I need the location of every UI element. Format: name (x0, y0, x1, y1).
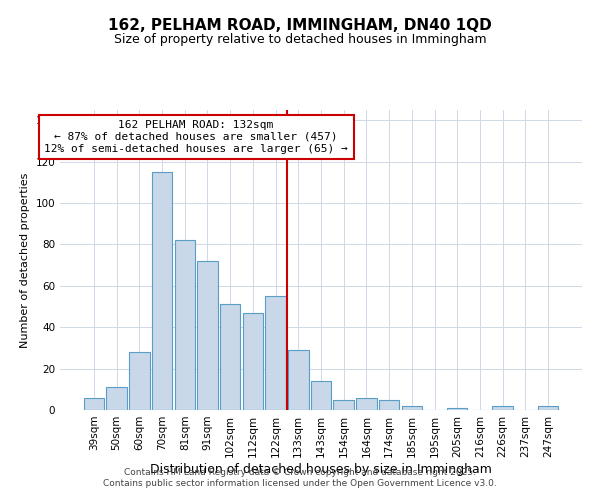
Text: 162 PELHAM ROAD: 132sqm
← 87% of detached houses are smaller (457)
12% of semi-d: 162 PELHAM ROAD: 132sqm ← 87% of detache… (44, 120, 348, 154)
Bar (242, 313, 263, 410)
Bar (84, 398, 104, 410)
Bar (334, 400, 354, 410)
Bar (401, 406, 422, 410)
Text: Size of property relative to detached houses in Immingham: Size of property relative to detached ho… (113, 32, 487, 46)
Bar (311, 381, 331, 410)
X-axis label: Distribution of detached houses by size in Immingham: Distribution of detached houses by size … (150, 462, 492, 475)
Text: Contains HM Land Registry data © Crown copyright and database right 2025.
Contai: Contains HM Land Registry data © Crown c… (103, 468, 497, 487)
Bar (220, 304, 241, 410)
Text: 162, PELHAM ROAD, IMMINGHAM, DN40 1QD: 162, PELHAM ROAD, IMMINGHAM, DN40 1QD (108, 18, 492, 32)
Bar (493, 406, 513, 410)
Bar (175, 240, 195, 410)
Bar (265, 296, 286, 410)
Bar (379, 400, 400, 410)
Bar (447, 408, 467, 410)
Bar (197, 261, 218, 410)
Bar (129, 352, 149, 410)
Bar (152, 172, 172, 410)
Bar (106, 387, 127, 410)
Bar (538, 406, 558, 410)
Bar (288, 350, 308, 410)
Bar (356, 398, 377, 410)
Y-axis label: Number of detached properties: Number of detached properties (20, 172, 30, 348)
